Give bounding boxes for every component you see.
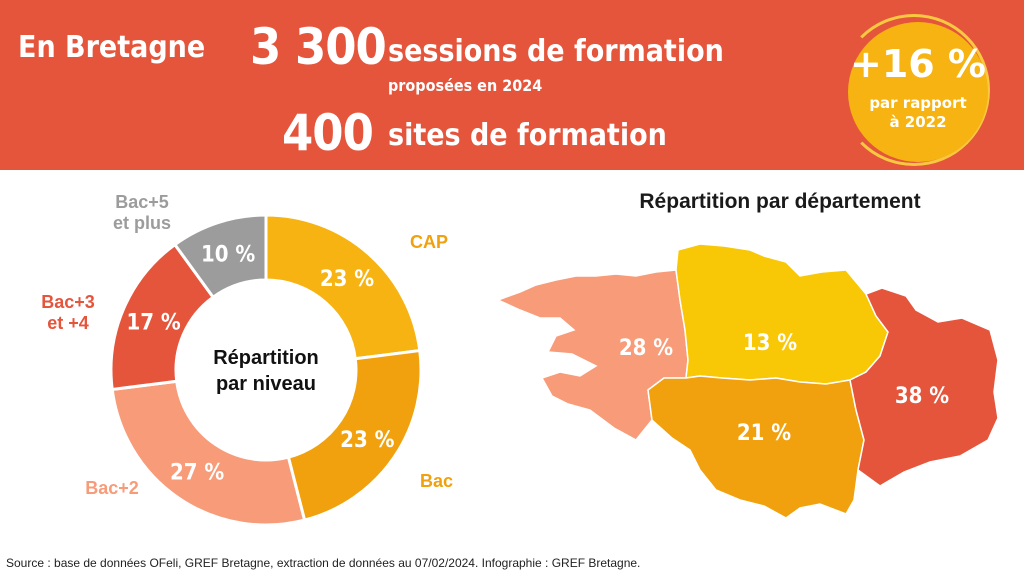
map-value-label: 21 % [737, 421, 791, 446]
donut-slice [286, 348, 423, 522]
map-value-label: 38 % [895, 384, 949, 409]
donut-value-label: 23 % [320, 267, 374, 292]
badge-ring [838, 14, 990, 166]
donut-value-label: 17 % [126, 310, 180, 335]
donut-category-label: CAP [410, 232, 448, 252]
donut-category-label: Bac+3 [41, 292, 95, 312]
header-banner: En Bretagne 3 300 sessions de formation … [0, 0, 1024, 170]
dept-ille-et-vilaine [849, 287, 999, 487]
dept-morbihan [647, 375, 865, 519]
source-note: Source : base de données OFeli, GREF Bre… [6, 556, 641, 570]
donut-center-title: Répartition [213, 347, 319, 369]
growth-value: +16 % [849, 42, 987, 86]
growth-caption-line1: par rapport [869, 94, 967, 112]
donut-category-label: et +4 [47, 313, 89, 333]
sessions-label: sessions de formation [388, 34, 724, 69]
donut-center-title: par niveau [216, 373, 316, 395]
map-title: Répartition par département [639, 190, 921, 213]
donut-value-label: 27 % [170, 460, 224, 485]
map-value-label: 28 % [619, 336, 673, 361]
donut-value-label: 10 % [201, 242, 255, 267]
donut-slice [264, 213, 422, 361]
donut-category-label: et plus [113, 213, 171, 233]
region-label: En Bretagne [18, 30, 206, 65]
donut-slice [172, 213, 268, 300]
sessions-count: 3 300 [250, 18, 387, 76]
growth-badge: +16 % par rapport à 2022 [848, 22, 988, 162]
sites-count: 400 [282, 104, 374, 162]
dept-cotes-armor [675, 243, 889, 385]
donut-category-label: Bac+5 [115, 192, 169, 212]
donut-value-label: 23 % [340, 428, 394, 453]
donut-category-label: Bac [420, 471, 453, 491]
dept-finistere [496, 269, 689, 441]
sites-label: sites de formation [388, 118, 667, 153]
sessions-sublabel: proposées en 2024 [388, 76, 543, 95]
donut-category-label: Bac+2 [85, 478, 139, 498]
map-value-label: 13 % [743, 331, 797, 356]
donut-slice [110, 379, 307, 527]
growth-caption-line2: à 2022 [889, 113, 947, 131]
